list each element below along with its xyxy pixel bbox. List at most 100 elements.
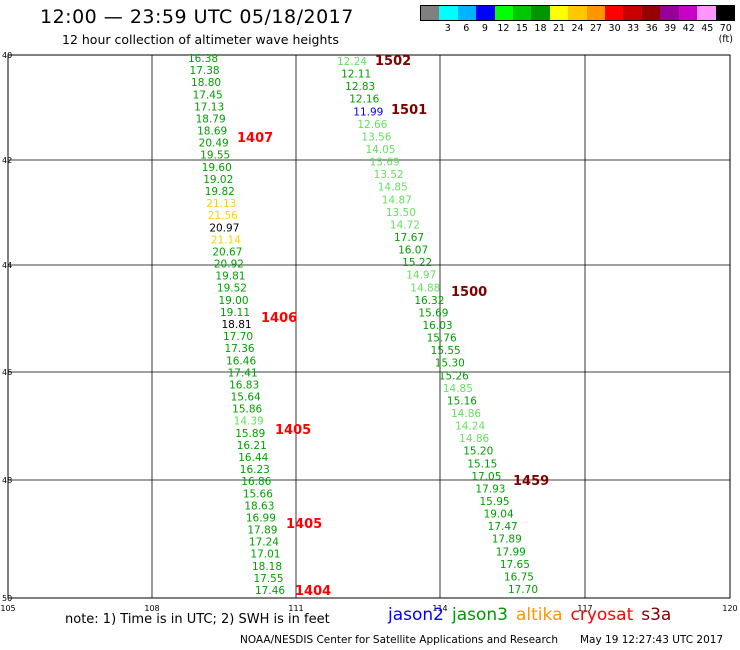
wave-height-value: 17.55 [253,573,283,585]
lon-label: 108 [144,604,159,613]
lon-label: 105 [0,604,15,613]
wave-height-value: 21.13 [206,198,236,210]
legend-cryosat: cryosat [570,605,634,625]
scale-label: 15 [515,23,528,34]
wave-height-value: 16.03 [423,320,453,332]
pass-time-label: 1406 [261,311,297,326]
wave-height-value: 14.86 [451,408,481,420]
wave-height-value: 15.20 [463,446,493,458]
wave-height-value: 16.75 [504,571,534,583]
wave-height-value: 16.23 [240,464,270,476]
wave-height-value: 20.49 [199,138,229,150]
wave-height-value: 16.07 [398,245,428,257]
wave-height-value: 19.11 [220,307,250,319]
wave-height-value: 18.18 [252,561,282,573]
scale-label: 45 [701,23,714,34]
lat-label: 42 [2,156,12,165]
wave-height-value: 17.70 [223,331,253,343]
scale-swatch [715,6,734,20]
wave-height-value: 20.92 [214,259,244,271]
lon-label: 117 [577,604,592,613]
pass-time-label: 1405 [275,423,311,438]
wave-height-value: 17.65 [500,559,530,571]
pass-time-label: 1405 [286,517,322,532]
wave-height-value: 17.70 [508,584,538,596]
scale-label: 42 [682,23,695,34]
lon-label: 120 [722,604,737,613]
lat-label: 50 [2,594,12,603]
wave-height-value: 14.39 [234,416,264,428]
scale-swatch [494,6,514,20]
wave-height-value: 12.16 [349,94,379,106]
scale-swatch [697,6,716,20]
wave-height-value: 19.00 [218,295,248,307]
scale-swatch [421,6,440,20]
legend-altika: altika [516,605,563,625]
wave-height-value: 19.52 [217,283,247,295]
wave-height-value: 12.24 [337,56,367,68]
lat-label: 40 [2,51,12,60]
wave-height-value: 14.24 [455,421,485,433]
scale-swatch [660,6,679,20]
pass-time-label: 1404 [295,584,331,599]
wave-height-value: 17.36 [225,343,255,355]
wave-height-value: 12.66 [357,119,387,131]
wave-height-value: 11.99 [353,106,383,118]
scale-swatch [605,6,624,20]
wave-height-value: 13.52 [374,169,404,181]
satellite-legend: jason2 jason3 altika cryosat s3a [388,605,671,625]
color-scale-bar [420,5,735,21]
wave-height-value: 20.97 [209,222,239,234]
scale-label: 21 [552,23,566,34]
wave-height-value: 15.15 [467,458,497,470]
wave-height-value: 16.83 [229,379,259,391]
wave-height-value: 17.99 [496,546,526,558]
wave-height-value: 18.79 [196,113,226,125]
wave-height-value: 17.01 [250,549,280,561]
lat-label: 48 [2,476,12,485]
wave-height-value: 14.72 [390,219,420,231]
wave-height-value: 17.93 [475,483,505,495]
wave-height-value: 19.81 [215,271,245,283]
plot-frame [7,54,731,599]
wave-height-value: 21.56 [208,210,238,222]
scale-swatch [568,6,587,20]
scale-swatch [549,6,569,20]
wave-height-value: 14.86 [459,433,489,445]
scale-swatch [641,6,661,20]
wave-height-value: 14.05 [366,144,396,156]
lat-label: 46 [2,368,12,377]
wave-height-value: 17.41 [228,367,258,379]
legend-jason2: jason2 [388,605,444,625]
wave-height-value: 14.87 [382,194,412,206]
wave-height-value: 18.63 [244,500,274,512]
wave-height-value: 19.60 [202,162,232,174]
wave-height-value: 15.86 [232,404,262,416]
scale-label: 3 [444,23,451,34]
wave-height-value: 14.85 [443,383,473,395]
scale-label: 36 [645,23,658,34]
wave-height-value: 16.32 [414,295,444,307]
wave-height-value: 15.76 [427,333,457,345]
wave-height-value: 15.55 [431,345,461,357]
scale-label: 6 [463,23,470,34]
wave-height-value: 19.02 [203,174,233,186]
wave-height-value: 12.83 [345,81,375,93]
scale-swatch [623,6,642,20]
wave-height-value: 18.69 [197,126,227,138]
legend-jason3: jason3 [452,605,508,625]
wave-height-value: 15.30 [435,358,465,370]
color-scale-labels: 3 6 9 12 15 18 21 24 27 30 33 36 39 42 45 70 (ft) [420,23,735,45]
scale-swatch [586,6,606,20]
scale-swatch [457,6,477,20]
pass-time-label: 1502 [375,54,411,69]
wave-height-value: 15.69 [418,307,448,319]
scale-label: 70 (ft) [718,23,733,45]
wave-height-value: 12.11 [341,69,371,81]
wave-height-value: 16.99 [246,512,276,524]
wave-height-value: 16.86 [241,476,271,488]
wave-height-value: 18.81 [222,319,252,331]
scale-label: 9 [481,23,488,34]
wave-height-value: 16.38 [188,53,218,65]
